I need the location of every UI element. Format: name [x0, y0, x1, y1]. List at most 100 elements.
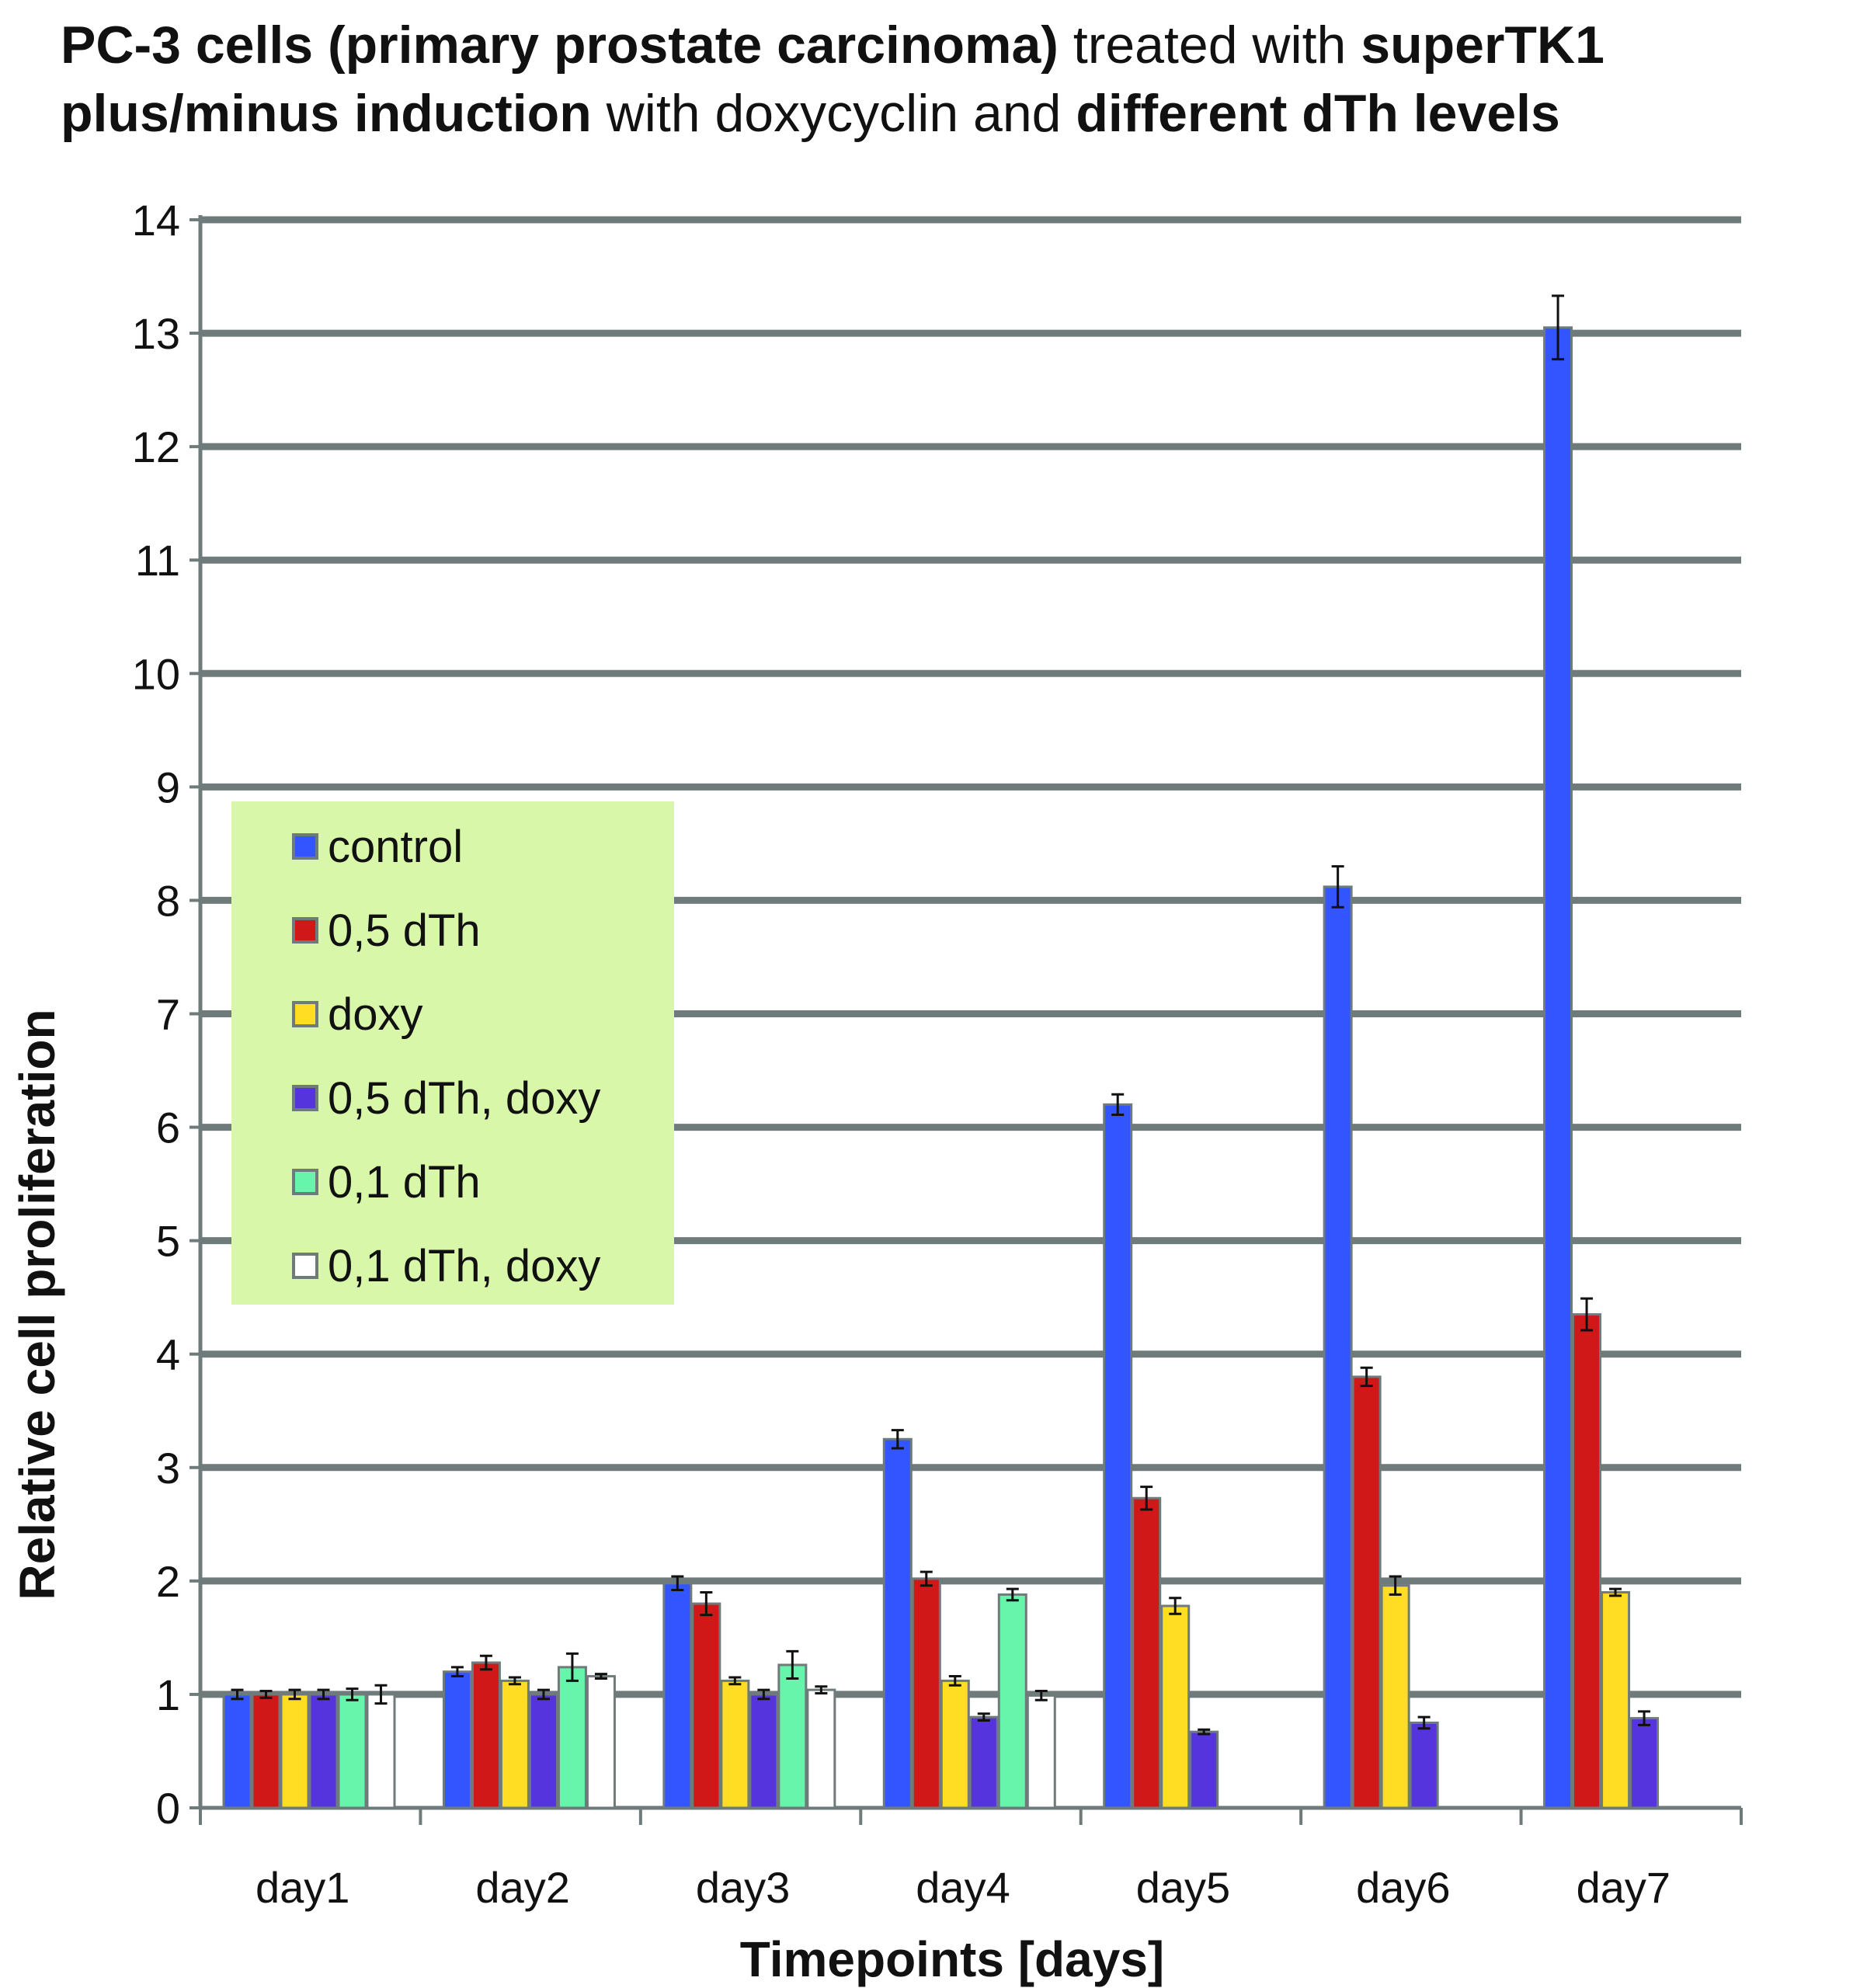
error-bar — [479, 1654, 492, 1671]
bar-0-1-dth-doxy-day1 — [366, 1693, 396, 1809]
y-tick-label: 2 — [156, 1557, 180, 1606]
x-tick-label: day3 — [696, 1863, 790, 1912]
x-tick-label: day6 — [1356, 1863, 1450, 1912]
bar-0-1-dth-doxy-day3 — [806, 1688, 836, 1809]
bar-control-day7 — [1543, 326, 1573, 1809]
chart-title-part: plus/minus induction — [61, 84, 592, 143]
bar-doxy-day4 — [940, 1679, 970, 1809]
legend-label: 0,5 dTh, doxy — [328, 1073, 600, 1124]
error-bar — [374, 1684, 388, 1705]
bar-0-5-dth-doxy-day7 — [1629, 1717, 1660, 1809]
bar-0-1-dth-day3 — [777, 1663, 808, 1809]
legend-label: 0,5 dTh — [328, 905, 481, 956]
chart-title-part: superTK1 — [1361, 16, 1604, 75]
bar-0-5-dth-day4 — [911, 1577, 941, 1809]
bar-0-1-dth-doxy-day4 — [1026, 1694, 1056, 1809]
error-bar — [537, 1688, 550, 1701]
y-tick-label: 13 — [132, 309, 180, 358]
bar-doxy-day6 — [1380, 1584, 1410, 1809]
chart-title: PC-3 cells (primary prostate carcinoma) … — [61, 11, 1847, 148]
error-bar — [1638, 1710, 1651, 1726]
error-bar — [1360, 1366, 1373, 1388]
error-bar — [288, 1688, 301, 1701]
bar-control-day3 — [662, 1582, 693, 1809]
x-tick-label: day1 — [256, 1863, 349, 1912]
error-bar — [565, 1652, 579, 1682]
error-bar — [317, 1688, 330, 1701]
error-bar — [508, 1676, 521, 1686]
error-bar — [977, 1712, 990, 1722]
y-tick-label: 12 — [132, 422, 180, 471]
y-tick-label: 8 — [156, 876, 180, 925]
bar-doxy-day3 — [720, 1679, 750, 1809]
error-bar — [815, 1685, 828, 1694]
error-bar — [346, 1687, 359, 1701]
legend-swatch — [292, 833, 318, 860]
error-bar — [1169, 1597, 1182, 1615]
bar-control-day2 — [442, 1670, 472, 1809]
bar-0-5-dth-day6 — [1351, 1375, 1382, 1809]
bar-0-1-dth-doxy-day2 — [586, 1675, 616, 1809]
legend-swatch — [292, 1169, 318, 1195]
error-bar — [1331, 865, 1344, 909]
error-bar — [728, 1676, 742, 1686]
error-bar — [1417, 1715, 1431, 1730]
chart-title-part: with doxycyclin and — [591, 84, 1076, 143]
error-bar — [1552, 294, 1565, 361]
chart-title-part: treated with — [1058, 16, 1361, 75]
error-bar — [671, 1575, 684, 1592]
y-tick-label: 4 — [156, 1330, 180, 1379]
y-tick-label: 11 — [135, 536, 180, 585]
legend-swatch — [292, 1253, 318, 1279]
error-bar — [1006, 1587, 1019, 1602]
bar-control-day1 — [222, 1693, 252, 1809]
legend-label: control — [328, 822, 463, 872]
bars — [222, 294, 1660, 1809]
legend-label: 0,1 dTh — [328, 1157, 481, 1208]
y-tick-label: 1 — [156, 1670, 180, 1719]
chart-title-part: different dTh levels — [1076, 84, 1560, 143]
error-bar — [259, 1690, 273, 1699]
bar-0-1-dth-day2 — [557, 1666, 587, 1809]
bar-0-5-dth-doxy-day5 — [1189, 1730, 1219, 1809]
error-bar — [920, 1570, 933, 1587]
error-bar — [1140, 1486, 1153, 1511]
error-bar — [1580, 1297, 1594, 1332]
bar-0-5-dth-doxy-day6 — [1409, 1721, 1439, 1809]
y-tick-label: 9 — [156, 763, 180, 812]
legend-swatch — [292, 917, 318, 944]
y-tick-label: 3 — [156, 1444, 180, 1493]
bar-0-1-dth-day1 — [337, 1693, 367, 1809]
error-bar — [948, 1675, 961, 1687]
legend-swatch — [292, 1001, 318, 1027]
error-bar — [757, 1688, 770, 1701]
legend-background — [231, 801, 674, 1305]
y-tick-label: 10 — [132, 649, 180, 698]
bar-0-5-dth-doxy-day4 — [968, 1715, 999, 1809]
error-bar — [1111, 1093, 1125, 1117]
legend-label: 0,1 dTh, doxy — [328, 1241, 600, 1291]
bar-0-1-dth-day4 — [997, 1593, 1027, 1809]
error-bar — [1034, 1690, 1048, 1701]
error-bar — [1389, 1575, 1402, 1596]
bar-0-5-dth-doxy-day1 — [308, 1693, 339, 1809]
y-tick-label: 6 — [156, 1103, 180, 1152]
bar-0-5-dth-day1 — [251, 1693, 281, 1809]
bar-doxy-day1 — [280, 1693, 310, 1809]
error-bar — [700, 1590, 713, 1617]
bar-0-5-dth-doxy-day3 — [749, 1693, 779, 1809]
error-bar — [450, 1666, 464, 1678]
x-tick-label: day4 — [916, 1863, 1010, 1912]
y-tick-label: 7 — [156, 990, 180, 1039]
x-tick-labels: day1 day2 day3 day4 day5 day6 day7 — [256, 1863, 1670, 1912]
bar-0-5-dth-day3 — [691, 1602, 721, 1809]
error-bar — [594, 1673, 607, 1680]
bar-control-day4 — [882, 1437, 913, 1809]
chart-title-part: PC-3 cells (primary prostate carcinoma) — [61, 16, 1059, 75]
y-axis-title: Relative cell proliferation — [9, 1009, 65, 1600]
legend-label: doxy — [328, 989, 423, 1040]
legend: control 0,5 dTh doxy 0,5 dTh, doxy 0,1 dTh 0,… — [231, 801, 674, 1305]
y-tick-label: 14 — [132, 196, 180, 245]
y-tick-label: 0 — [156, 1784, 180, 1833]
